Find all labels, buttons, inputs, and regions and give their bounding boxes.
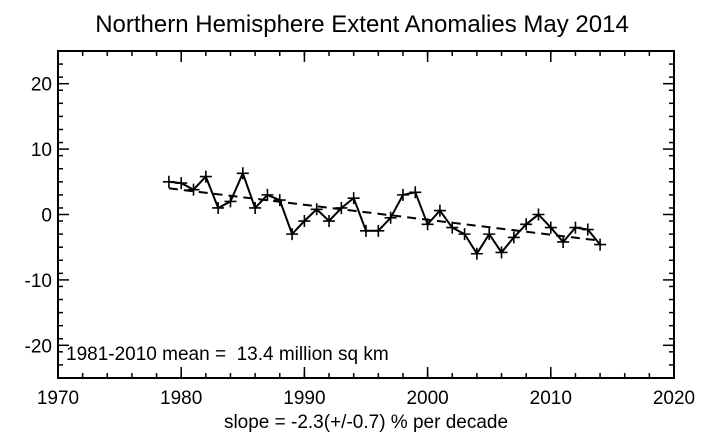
data-point-marker: [323, 215, 336, 228]
data-point-marker: [470, 247, 483, 260]
data-point-marker: [298, 215, 311, 228]
data-point-marker: [594, 238, 607, 251]
data-point-marker: [347, 192, 360, 205]
data-point-marker: [360, 224, 372, 237]
x-tick-label: 1970: [37, 388, 79, 409]
data-point-marker: [520, 218, 533, 231]
data-point-marker: [261, 188, 274, 201]
data-point-marker: [544, 221, 557, 234]
trend-line: [168, 187, 601, 242]
data-point-marker: [286, 228, 299, 241]
data-point-marker: [507, 231, 520, 244]
x-tick-label: 2000: [406, 388, 448, 409]
data-point-marker: [199, 170, 212, 183]
data-point-marker: [162, 175, 175, 188]
data-point-marker: [569, 221, 582, 234]
x-tick-label: 1990: [283, 388, 325, 409]
data-point-marker: [532, 208, 545, 221]
data-point-marker: [384, 211, 397, 224]
x-axis-label: slope = -2.3(+/-0.7) % per decade: [224, 412, 508, 433]
data-point-marker: [273, 194, 286, 207]
x-tick-label: 2010: [530, 388, 572, 409]
y-tick-label: 20: [31, 75, 52, 96]
y-tick-label: 0: [41, 206, 52, 227]
data-point-marker: [212, 201, 225, 214]
anomaly-line: [168, 170, 601, 256]
y-tick-label: -10: [25, 271, 52, 292]
data-point-marker: [433, 204, 446, 217]
x-tick-label: 1980: [160, 388, 202, 409]
data-point-marker: [310, 203, 323, 216]
x-tick-label: 2020: [653, 388, 695, 409]
data-point-marker: [483, 228, 496, 241]
data-point-marker: [458, 228, 471, 241]
data-point-marker: [581, 223, 594, 236]
data-point-marker: [372, 224, 385, 237]
data-point-marker: [409, 186, 422, 199]
chart-title: Northern Hemisphere Extent Anomalies May…: [95, 11, 629, 38]
plot-frame: [57, 50, 675, 379]
y-tick-label: -20: [25, 336, 52, 357]
data-point-marker: [249, 201, 262, 214]
data-point-marker: [236, 167, 249, 180]
mean-annotation: 1981-2010 mean = 13.4 million sq km: [66, 344, 389, 365]
data-series: [162, 167, 607, 260]
data-point-marker: [495, 246, 508, 259]
data-point-marker: [224, 195, 237, 208]
data-point-marker: [396, 188, 409, 201]
y-tick-label: 10: [31, 140, 52, 161]
data-point-marker: [187, 183, 200, 196]
axis-ticks: [57, 50, 675, 379]
data-point-marker: [175, 177, 188, 190]
data-point-marker: [557, 235, 570, 248]
